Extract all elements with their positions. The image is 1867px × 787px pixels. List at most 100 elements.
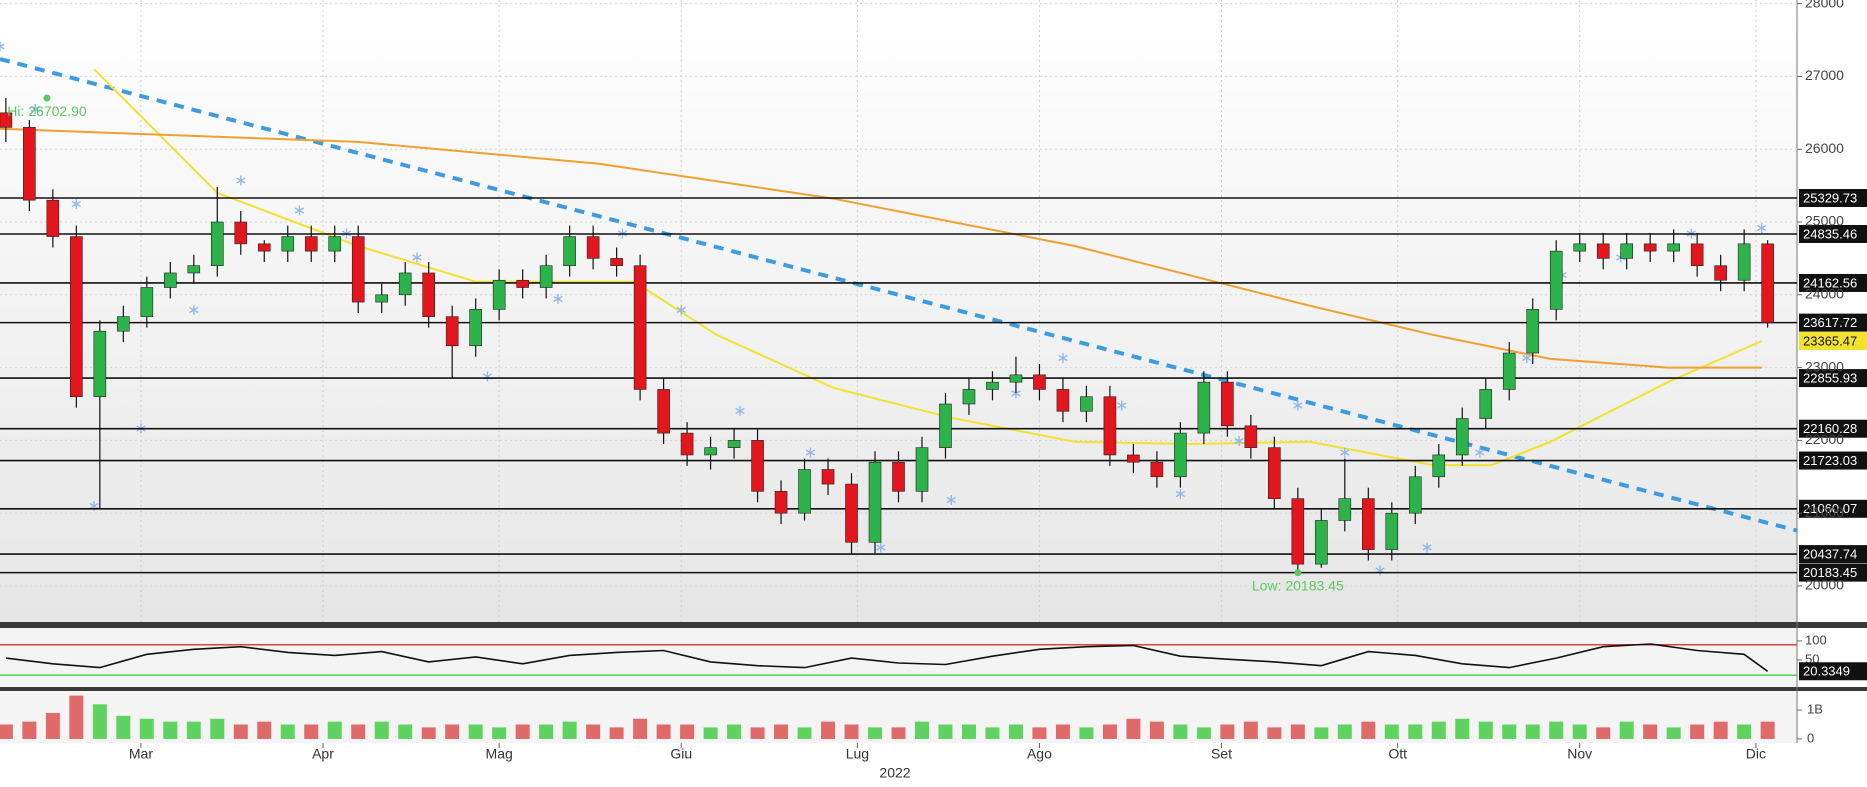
y-tick-label: 23000 [1805,358,1844,374]
volume-bar [1455,718,1470,739]
candle-body [1338,498,1352,521]
volume-bar [515,724,530,739]
candle-body [633,265,647,390]
volume-bar [1314,727,1329,739]
level-label: 23617.72 [1803,315,1857,330]
volume-bar [210,718,225,739]
candle-body [1291,498,1305,565]
sar-dot: ∗ [733,403,746,420]
volume-bar [1431,721,1446,739]
level-label: 21723.03 [1803,453,1857,468]
volume-bar [1690,724,1705,739]
candle-body [445,316,459,347]
volume-bar [703,727,718,739]
sar-dot: ∗ [1174,486,1187,503]
candle-body [257,243,271,252]
candle-body [1502,352,1516,390]
volume-bar [1666,727,1681,739]
sar-dot: ∗ [1755,220,1768,237]
candle-body [1596,243,1610,259]
volume-bar [1079,727,1094,739]
candle-body [1362,498,1375,550]
volume-bar [938,724,953,739]
sar-dot: ∗ [0,39,7,56]
sar-dot: ∗ [1373,563,1386,580]
candle-body [1009,374,1023,383]
level-label: 20437.74 [1803,547,1857,562]
level-label: 21060.07 [1803,501,1857,516]
level-label-box [1799,189,1867,208]
sar-dot: ∗ [70,196,83,213]
sar-dot: ∗ [234,172,247,189]
sar-dot: ∗ [1009,386,1022,403]
y-tick-label: 21000 [1805,504,1844,520]
candle-body [680,432,694,456]
volume-bar [1713,721,1728,739]
candle-body [1385,512,1399,550]
volume-bar [1619,721,1634,739]
volume-bar [914,721,929,739]
annotation-dot [43,94,51,102]
moving-average [0,127,1762,369]
separator [0,622,1867,628]
candle-body [1455,418,1469,456]
candle-body [351,236,365,303]
sar-dot: ∗ [874,539,887,556]
volume-bar [1243,721,1258,739]
x-tick-label: Ago [1027,746,1052,762]
y-tick-label: 28000 [1805,0,1844,10]
level-label: 25329.73 [1803,190,1857,205]
candle-body [1033,374,1046,390]
candle-body [962,389,976,405]
volume-bar [821,721,836,739]
volume-bar [727,724,742,739]
x-tick-label: Lug [846,746,869,762]
candle-body [1174,432,1187,478]
level-label-box [1799,273,1867,292]
separator [0,687,1867,691]
candle-body [1056,389,1070,412]
rsi-panel [0,628,1797,687]
volume-bar [586,724,601,739]
x-tick-label: Nov [1567,746,1592,762]
volume-bar [1290,724,1305,739]
sar-dot: ∗ [1056,350,1069,367]
volume-tick-label: 0 [1807,730,1814,745]
candle-body [422,272,435,317]
candle-body [398,272,412,296]
plot: ∗∗∗∗∗∗∗∗∗∗∗∗∗∗∗∗∗∗∗∗∗∗∗∗∗∗∗∗∗∗∗∗∗Hi: 267… [0,0,1797,622]
level-label-box [1799,499,1867,518]
volume-bar [492,727,507,739]
sar-dot: ∗ [1232,433,1245,450]
volume-bar [327,721,342,739]
volume-bar [961,724,976,739]
candle-body [304,236,318,252]
y-tick-label: 25000 [1805,213,1844,229]
sar-dot: ∗ [1473,445,1486,462]
y-tick-label: 22000 [1805,431,1844,447]
volume-bar [1173,724,1188,739]
volume-bar [445,724,460,739]
moving-average [93,68,1763,467]
candle-body [1432,454,1446,478]
volume-bar [562,721,577,739]
candle-body [845,483,858,543]
candle-body [93,330,107,398]
candle-body [1761,243,1774,323]
volume-bar [797,727,812,739]
candle-body [1667,243,1680,252]
candle-body [1737,243,1751,281]
candle-body [1549,250,1563,310]
annotation-dot [1294,569,1302,577]
volume-bar [844,724,859,739]
candle-body [1479,389,1493,419]
candle-body [187,265,201,274]
x-tick-label: Dic [1746,746,1766,762]
candle-body [586,236,600,259]
candle-body [1690,243,1704,266]
candle-body [727,440,741,448]
volume-bar [45,712,60,739]
volume-bar [774,724,789,739]
volume-bar [1196,727,1211,739]
